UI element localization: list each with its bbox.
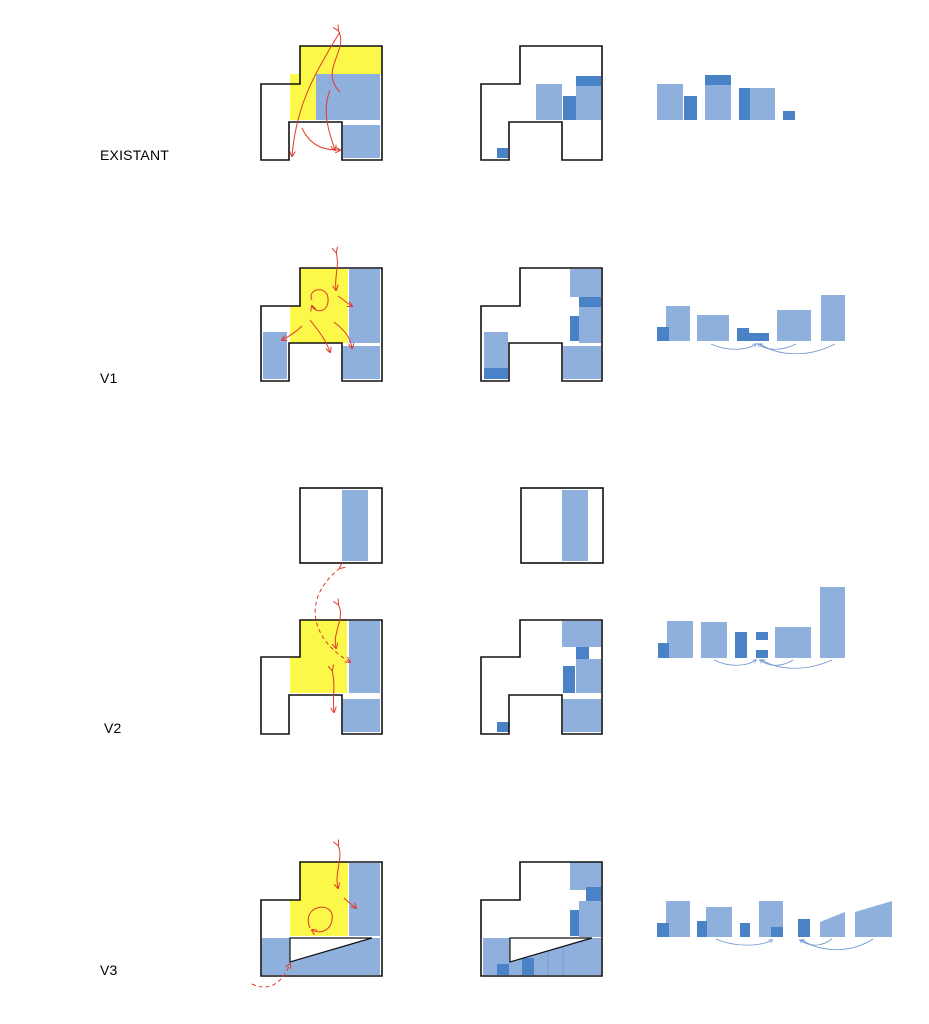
plan-v3-rooms	[480, 861, 603, 977]
plan-v1-circulation	[260, 252, 383, 382]
plan-v2-rooms	[480, 619, 603, 735]
row-label-v1: V1	[100, 370, 118, 386]
room	[316, 74, 380, 120]
plan-existant-rooms	[480, 45, 603, 161]
plan-v2-upper	[299, 487, 604, 564]
plan-v2-circulation	[260, 568, 383, 735]
program-v2	[658, 587, 845, 669]
row-label-existant: EXISTANT	[100, 147, 170, 163]
plan-v3-circulation	[251, 845, 383, 988]
row-label-v2: V2	[104, 720, 122, 736]
row-label-v3: V3	[100, 962, 118, 978]
program-v3	[657, 901, 892, 950]
plan-v1-rooms	[480, 267, 603, 382]
program-existant	[657, 75, 795, 120]
plan-existant-circulation	[260, 30, 383, 161]
room	[343, 125, 380, 158]
program-v1	[657, 295, 845, 355]
